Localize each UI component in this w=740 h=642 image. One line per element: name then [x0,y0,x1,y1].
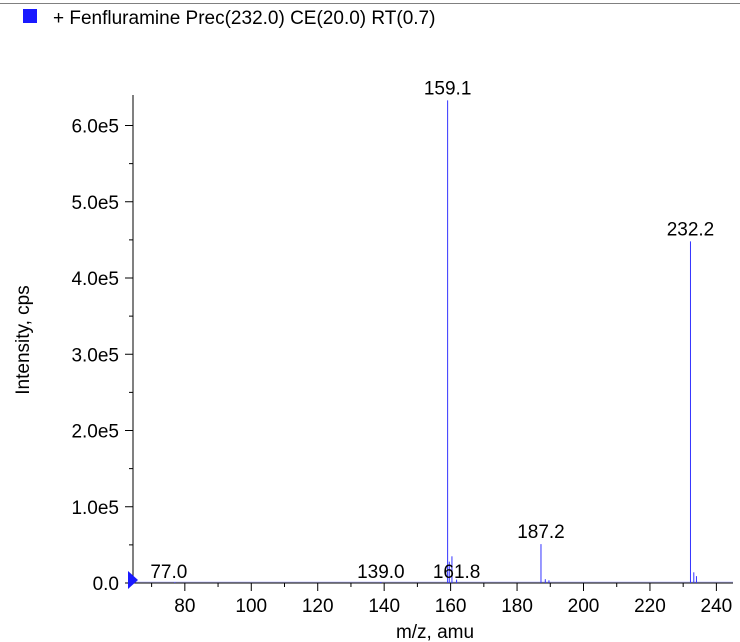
peak-label: 232.2 [667,219,715,240]
legend-swatch [23,9,37,23]
x-tick-label: 120 [302,596,334,617]
y-tick-label: 2.0e5 [71,422,119,443]
y-tick-label: 6.0e5 [71,117,119,138]
x-tick-label: 160 [435,596,467,617]
range-marker-icon[interactable] [128,571,138,589]
y-tick-label: 1.0e5 [71,498,119,519]
y-tick-label: 3.0e5 [71,345,119,366]
x-tick-label: 220 [634,596,666,617]
axes [132,95,733,584]
legend-label: + Fenfluramine Prec(232.0) CE(20.0) RT(0… [53,8,436,29]
y-axis-label: Intensity, cps [13,285,34,394]
x-tick-label: 100 [235,596,267,617]
ticks: 0.0 1.0e5 2.0e5 3.0e5 4.0e5 5.0e5 6.0e5 80 100 12… [71,117,732,618]
peak-labels: 159.1 232.2 187.2 161.8 139.0 77.0 [150,78,714,583]
x-tick-label: 180 [501,596,533,617]
peaks [133,100,733,583]
x-tick-label: 140 [368,596,400,617]
x-tick-label: 80 [174,596,195,617]
x-tick-label: 240 [701,596,733,617]
peak-label: 187.2 [517,522,565,543]
y-tick-label: 0.0 [93,574,119,595]
y-tick-label: 4.0e5 [71,269,119,290]
y-tick-label: 5.0e5 [71,193,119,214]
peak-label: 77.0 [150,562,187,583]
x-tick-label: 200 [568,596,600,617]
peak-label: 139.0 [357,562,405,583]
peak-label: 161.8 [433,562,481,583]
x-axis-label: m/z, amu [396,622,474,642]
peak-label: 159.1 [424,78,472,99]
top-divider [0,3,740,4]
